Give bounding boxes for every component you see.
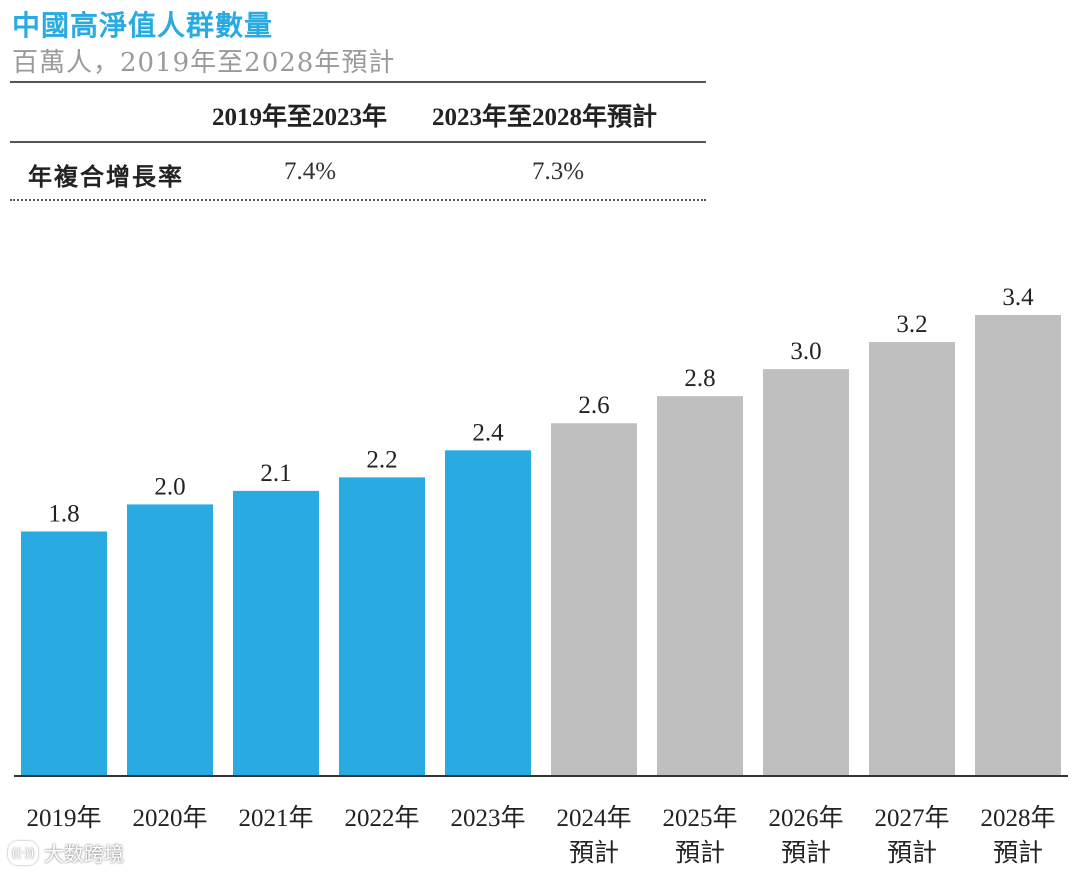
bar-7 <box>763 369 849 775</box>
x-tick-label-5-line2: 預計 <box>569 839 619 867</box>
table-header-rule <box>10 141 706 143</box>
bar-value-label-5: 2.6 <box>578 392 609 419</box>
x-tick-label-6: 2025年 <box>662 804 737 832</box>
watermark-text: 大数跨境 <box>44 842 124 866</box>
bar-value-label-1: 2.0 <box>154 473 185 500</box>
bar-1 <box>127 504 213 775</box>
cagr-row-label: 年複合增長率 <box>28 163 184 191</box>
bar-4 <box>445 450 531 775</box>
x-tick-label-2: 2021年 <box>238 804 313 832</box>
bar-value-label-6: 2.8 <box>684 365 715 392</box>
cagr-value-2019-2023: 7.4% <box>284 158 337 185</box>
bar-5 <box>551 423 637 775</box>
bar-2 <box>233 490 319 775</box>
bar-value-label-2: 2.1 <box>260 460 291 487</box>
x-tick-label-4: 2023年 <box>450 804 525 832</box>
x-tick-label-0: 2019年 <box>26 804 101 832</box>
chart-subtitle: 百萬人，2019年至2028年預計 <box>12 48 396 78</box>
x-tick-label-8: 2027年 <box>874 804 949 832</box>
x-tick-label-3: 2022年 <box>344 804 419 832</box>
x-tick-label-9-line2: 預計 <box>993 839 1043 867</box>
chart-title: 中國高淨值人群數量 <box>12 9 274 42</box>
table-bottom-rule <box>10 199 706 201</box>
x-tick-label-9: 2028年 <box>980 804 1055 832</box>
cagr-col-header-2023-2028: 2023年至2028年預計 <box>432 104 658 131</box>
bar-9 <box>975 315 1061 775</box>
bar-value-label-4: 2.4 <box>472 419 504 446</box>
bar-0 <box>21 531 107 775</box>
x-tick-label-7-line2: 預計 <box>781 839 831 867</box>
cagr-value-2023-2028: 7.3% <box>532 158 585 185</box>
x-tick-label-7: 2026年 <box>768 804 843 832</box>
bar-value-label-3: 2.2 <box>366 446 397 473</box>
watermark-logo-icon: ((·)) <box>8 840 38 865</box>
watermark: ((·)) 大数跨境 <box>8 838 124 867</box>
x-tick-label-8-line2: 預計 <box>887 839 937 867</box>
table-top-rule <box>10 81 706 83</box>
bar-value-label-7: 3.0 <box>790 338 821 365</box>
bar-3 <box>339 477 425 775</box>
bar-value-label-8: 3.2 <box>896 311 927 338</box>
bar-value-label-0: 1.8 <box>48 500 79 527</box>
cagr-col-header-2019-2023: 2019年至2023年 <box>212 104 388 131</box>
x-tick-label-6-line2: 預計 <box>675 839 725 867</box>
bar-6 <box>657 396 743 775</box>
x-tick-label-5: 2024年 <box>556 804 631 832</box>
bar-value-label-9: 3.4 <box>1002 284 1034 311</box>
bar-8 <box>869 342 955 775</box>
x-tick-label-1: 2020年 <box>132 804 207 832</box>
